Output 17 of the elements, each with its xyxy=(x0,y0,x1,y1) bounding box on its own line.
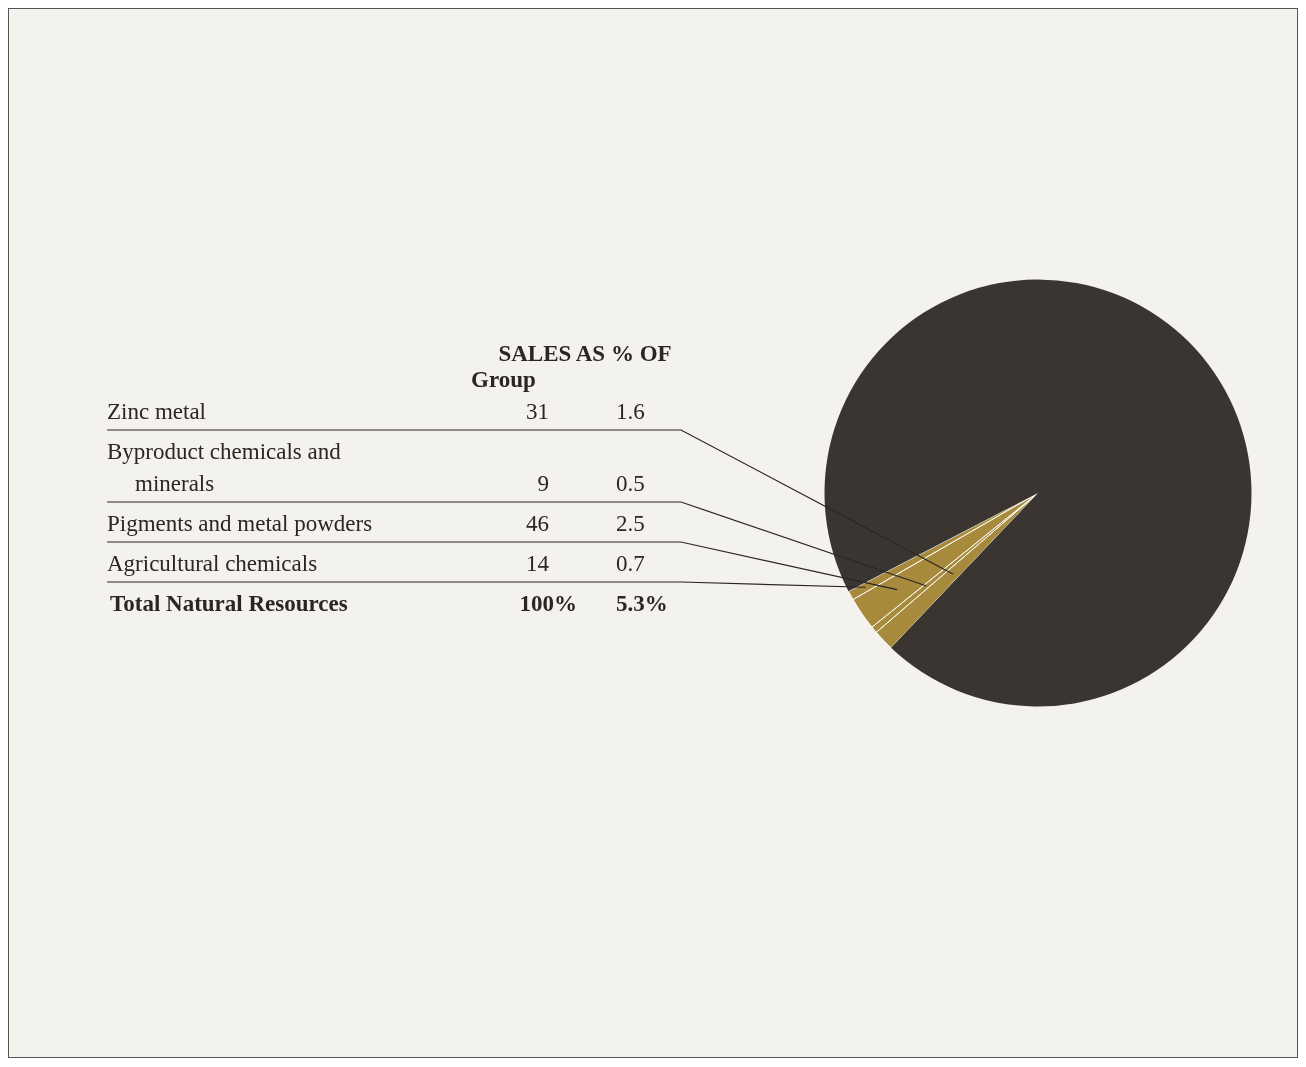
text: 14 xyxy=(526,551,550,576)
text: Total Natural Resources xyxy=(110,591,348,616)
slice-label: Pigments and metal powders xyxy=(107,511,373,536)
text: 5.3% xyxy=(616,591,668,616)
text: 100% xyxy=(519,591,577,616)
data-label: 2.5 xyxy=(616,511,645,536)
slice-label: Zinc metal xyxy=(107,399,206,424)
data-label: 1.6 xyxy=(616,399,645,424)
text: Group xyxy=(471,367,536,392)
text: 46 xyxy=(526,511,549,536)
data-label: 0.7 xyxy=(616,551,645,576)
text: 31 xyxy=(526,399,549,424)
text: SALES AS % OF xyxy=(498,341,672,366)
slice-label: Byproduct chemicals and minerals xyxy=(107,439,342,496)
text: 9 xyxy=(537,471,549,496)
data-label: 0.5 xyxy=(616,471,645,496)
slice-label: Agricultural chemicals xyxy=(107,551,318,576)
